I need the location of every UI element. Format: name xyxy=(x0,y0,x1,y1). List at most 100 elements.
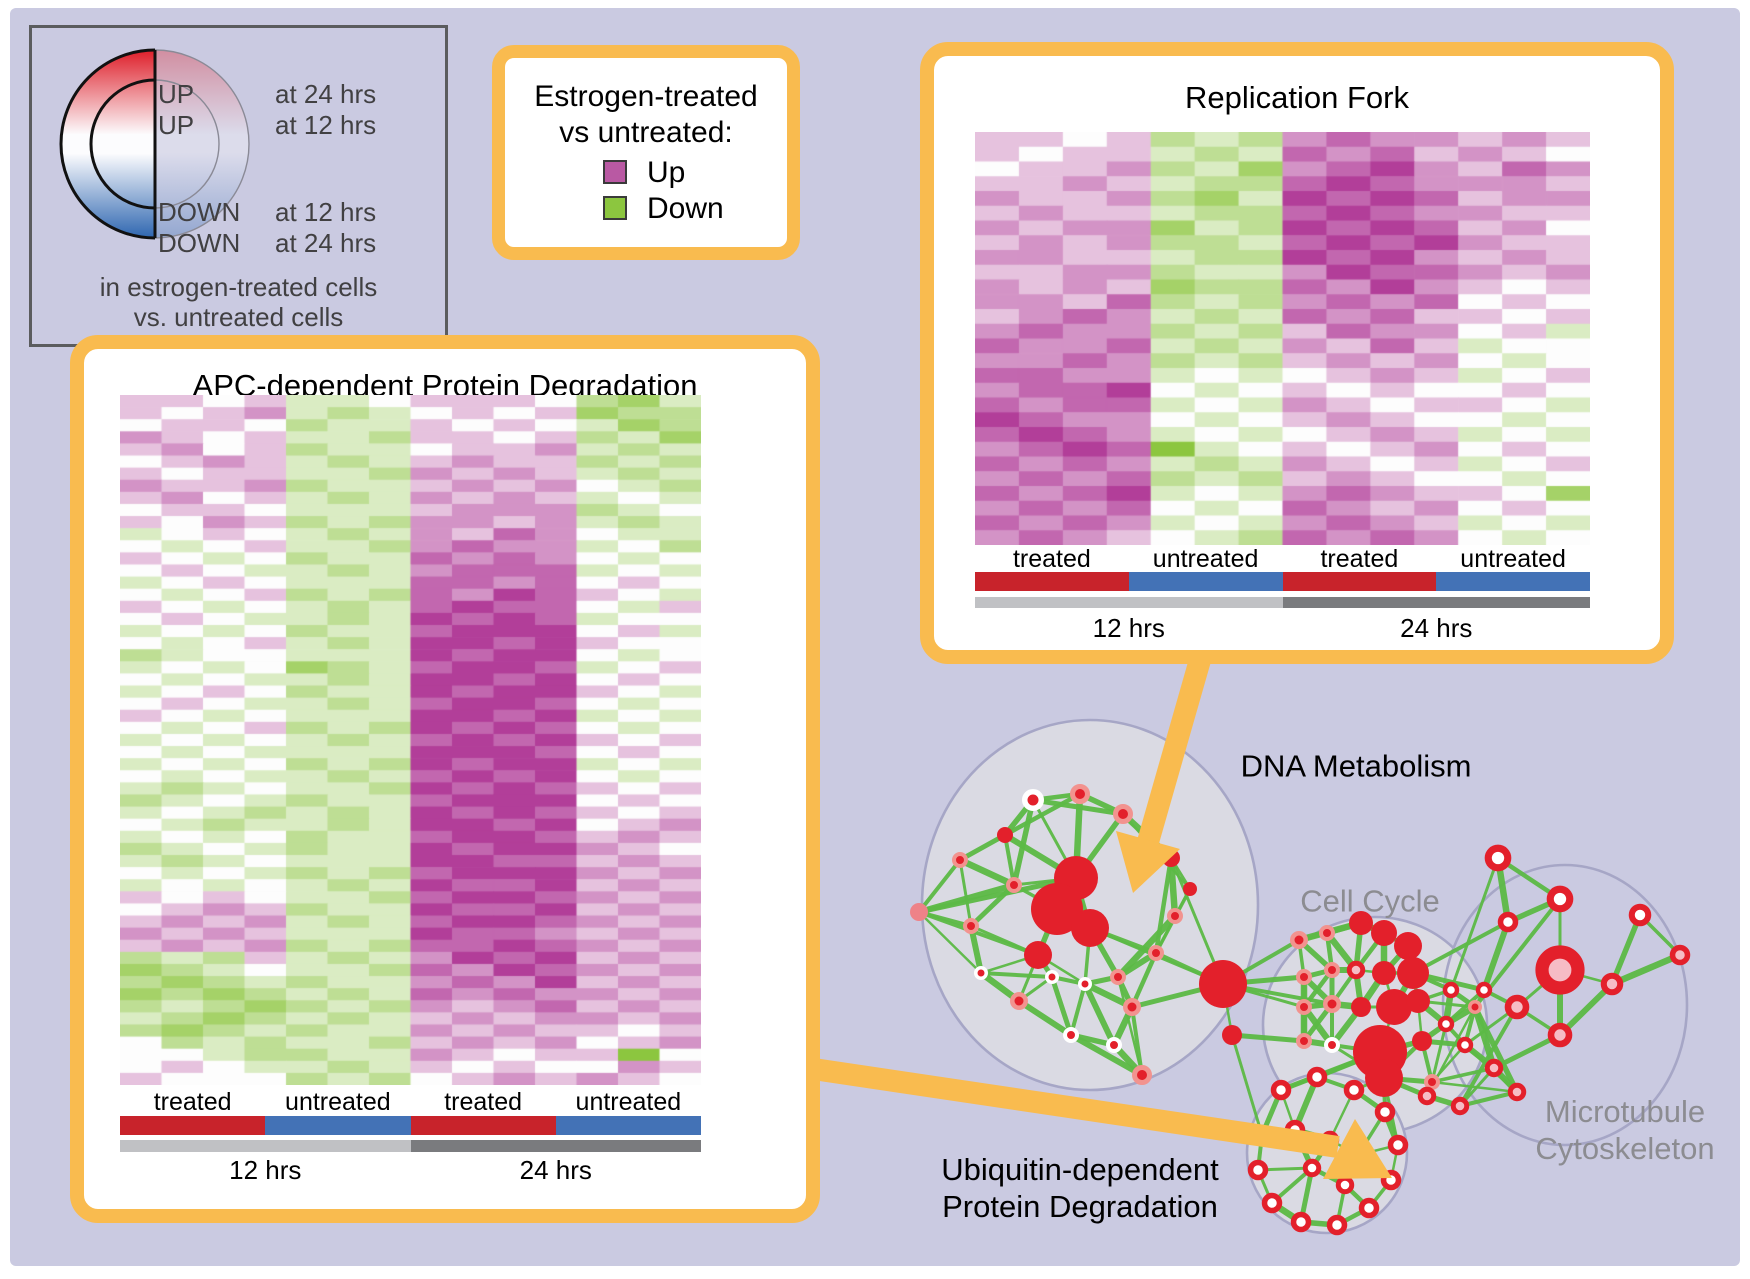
gene-node-mt xyxy=(1504,994,1530,1020)
gene-node-cc xyxy=(1406,989,1430,1013)
down-label: Down xyxy=(647,192,724,225)
network-edge xyxy=(1430,1022,1448,1084)
gene-node-dna xyxy=(1123,998,1141,1016)
network-edge xyxy=(956,856,1018,889)
gene-node-dna xyxy=(1106,1037,1122,1053)
gene-node-mt xyxy=(1600,972,1624,996)
gene-node-cc xyxy=(1468,1000,1482,1014)
network-edge xyxy=(1129,950,1159,1010)
gene-node-ubiq xyxy=(1302,1158,1322,1178)
network-edge xyxy=(979,971,1054,979)
untreated-bar xyxy=(265,1116,411,1135)
untreated-bar xyxy=(1436,572,1590,591)
network-edge xyxy=(1481,919,1511,993)
group-label: treated xyxy=(1012,545,1091,573)
gene-node-mt xyxy=(1535,945,1585,995)
gene-node-ubiq xyxy=(1290,1211,1312,1233)
up-swatch xyxy=(603,160,627,184)
gene-node-mt xyxy=(1475,981,1493,999)
gene-node-dna xyxy=(1071,909,1109,947)
legend-time: at 24 hrs xyxy=(275,79,377,109)
gene-node-dna xyxy=(1006,877,1022,893)
network-edge xyxy=(1016,998,1074,1038)
cell-cycle-label: Cell Cycle xyxy=(1300,883,1440,920)
cluster-dna xyxy=(920,718,1260,1092)
key-item-up: Up xyxy=(505,158,787,188)
network-edge xyxy=(1609,912,1643,987)
gene-node-bridge xyxy=(1199,960,1247,1008)
gene-node-dna xyxy=(1113,804,1133,824)
gene-node-ubiq xyxy=(1358,1197,1380,1219)
key-title-line1: Estrogen-treated xyxy=(534,80,758,113)
apc-panel: APC-dependent Protein Degradation treate… xyxy=(70,335,820,1223)
treated-bar xyxy=(975,572,1129,591)
time-label: 12 hrs xyxy=(1092,613,1165,643)
gene-node-ubiq xyxy=(1374,1101,1396,1123)
network-edge xyxy=(1411,920,1510,975)
key-item-down: Down xyxy=(505,194,787,224)
gene-node-mt xyxy=(1547,1022,1573,1048)
gene-node-ubiq xyxy=(1387,1134,1409,1156)
network-edge xyxy=(968,923,984,976)
time-label: 12 hrs xyxy=(229,1155,302,1185)
gene-node-cc xyxy=(1319,925,1335,941)
untreated-bar xyxy=(555,1116,701,1135)
gene-node-cc xyxy=(1456,1036,1474,1054)
gene-node-cc xyxy=(1346,960,1366,980)
rf-panel-title: Replication Fork xyxy=(1185,80,1409,115)
gene-node-dna xyxy=(1070,784,1090,804)
gene-node-dna xyxy=(910,903,928,921)
netlabel-line: Ubiquitin-dependent xyxy=(941,1152,1219,1187)
gene-node-cc xyxy=(1290,931,1308,949)
legend-word: DOWN xyxy=(158,228,241,258)
up-down-color-key: Estrogen-treated vs untreated: Up Down xyxy=(492,45,800,260)
dna-metabolism-label: DNA Metabolism xyxy=(1241,748,1472,785)
network-edge xyxy=(1116,975,1144,1077)
time-label: 24 hrs xyxy=(1400,613,1473,643)
gene-node-dna xyxy=(1183,882,1197,896)
treated-bar xyxy=(120,1116,266,1135)
network-edge xyxy=(1011,797,1036,888)
legend-time: at 24 hrs xyxy=(275,228,377,258)
gene-node-cc xyxy=(1437,1015,1455,1033)
netlabel-line: Protein Degradation xyxy=(942,1189,1218,1224)
gene-node-dna xyxy=(1110,969,1126,985)
gene-node-dna xyxy=(1024,941,1052,969)
gene-node-dna xyxy=(1132,1065,1152,1085)
gene-node-cc xyxy=(1324,1037,1340,1053)
gene-node-ubiq xyxy=(1261,1192,1283,1214)
network-edge xyxy=(1458,1090,1519,1108)
apc-group-labels: treated untreated treated untreated xyxy=(120,1088,701,1117)
up-label: Up xyxy=(647,156,686,189)
gene-node-mt xyxy=(1669,944,1691,966)
gene-node-mt xyxy=(1546,885,1574,913)
gene-node-mt xyxy=(1417,1086,1437,1106)
gene-node-mt xyxy=(1628,903,1652,927)
gene-node-cc xyxy=(1323,995,1341,1013)
panel-to-cluster-arrow-shaft xyxy=(798,1056,1340,1158)
gene-node-mt xyxy=(1484,844,1512,872)
group-label: untreated xyxy=(285,1088,391,1116)
gene-node-cc xyxy=(1412,1031,1432,1051)
time-bar-12hrs xyxy=(120,1140,411,1152)
key-title-line2: vs untreated: xyxy=(559,116,733,149)
network-edge xyxy=(1003,833,1016,887)
gene-node-dna xyxy=(1148,945,1164,961)
gene-node-dna xyxy=(1022,789,1044,811)
untreated-bar xyxy=(1128,572,1283,591)
network-edge xyxy=(1449,856,1500,992)
treated-bar xyxy=(410,1116,556,1135)
gene-node-dna xyxy=(997,827,1013,843)
legend-word: UP xyxy=(158,79,195,109)
ring-legend-box: UP at 24 hrs UP at 12 hrs DOWN at 12 hrs… xyxy=(29,25,448,347)
gene-node-bridge xyxy=(1222,1025,1242,1045)
network-edge xyxy=(1472,1004,1520,1095)
gene-node-cc xyxy=(1296,999,1312,1015)
network-edge xyxy=(1430,1066,1496,1084)
network-edge xyxy=(917,858,962,914)
group-label: untreated xyxy=(1460,545,1566,573)
gene-node-cc xyxy=(1324,962,1340,978)
network-edge xyxy=(917,910,983,975)
gene-node-dna xyxy=(1010,992,1028,1010)
gene-node-mt xyxy=(1497,911,1519,933)
